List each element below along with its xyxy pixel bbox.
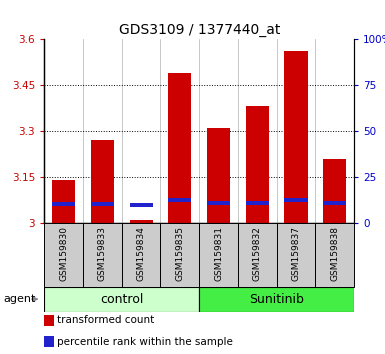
Text: control: control: [100, 293, 144, 306]
Bar: [52, 202, 75, 206]
Bar: [91, 140, 114, 223]
Bar: [129, 220, 153, 223]
Text: transformed count: transformed count: [57, 315, 154, 325]
Bar: [122, 223, 161, 287]
Text: GSM159830: GSM159830: [59, 226, 68, 281]
Text: percentile rank within the sample: percentile rank within the sample: [57, 337, 233, 347]
Bar: [199, 287, 354, 312]
Bar: [44, 336, 54, 347]
Bar: [129, 203, 153, 207]
Bar: [207, 201, 230, 205]
Bar: [168, 198, 191, 202]
Bar: [246, 201, 269, 205]
Bar: [52, 180, 75, 223]
Bar: [161, 223, 199, 287]
Bar: [207, 128, 230, 223]
Bar: [168, 73, 191, 223]
Text: GSM159832: GSM159832: [253, 226, 262, 281]
Text: GSM159831: GSM159831: [214, 226, 223, 281]
Bar: [44, 315, 54, 326]
Bar: [246, 107, 269, 223]
Text: GSM159835: GSM159835: [175, 226, 184, 281]
Text: Sunitinib: Sunitinib: [249, 293, 304, 306]
Bar: [285, 198, 308, 202]
Bar: [323, 159, 346, 223]
Text: GSM159838: GSM159838: [330, 226, 339, 281]
Text: agent: agent: [4, 294, 36, 304]
Bar: [277, 223, 315, 287]
Title: GDS3109 / 1377440_at: GDS3109 / 1377440_at: [119, 23, 280, 36]
Bar: [285, 51, 308, 223]
Bar: [91, 202, 114, 206]
Bar: [44, 287, 199, 312]
Bar: [44, 223, 83, 287]
Text: GSM159837: GSM159837: [291, 226, 301, 281]
Bar: [315, 223, 354, 287]
Bar: [323, 201, 346, 205]
Bar: [238, 223, 277, 287]
Text: GSM159834: GSM159834: [137, 226, 146, 281]
Text: GSM159833: GSM159833: [98, 226, 107, 281]
Bar: [199, 223, 238, 287]
Bar: [83, 223, 122, 287]
